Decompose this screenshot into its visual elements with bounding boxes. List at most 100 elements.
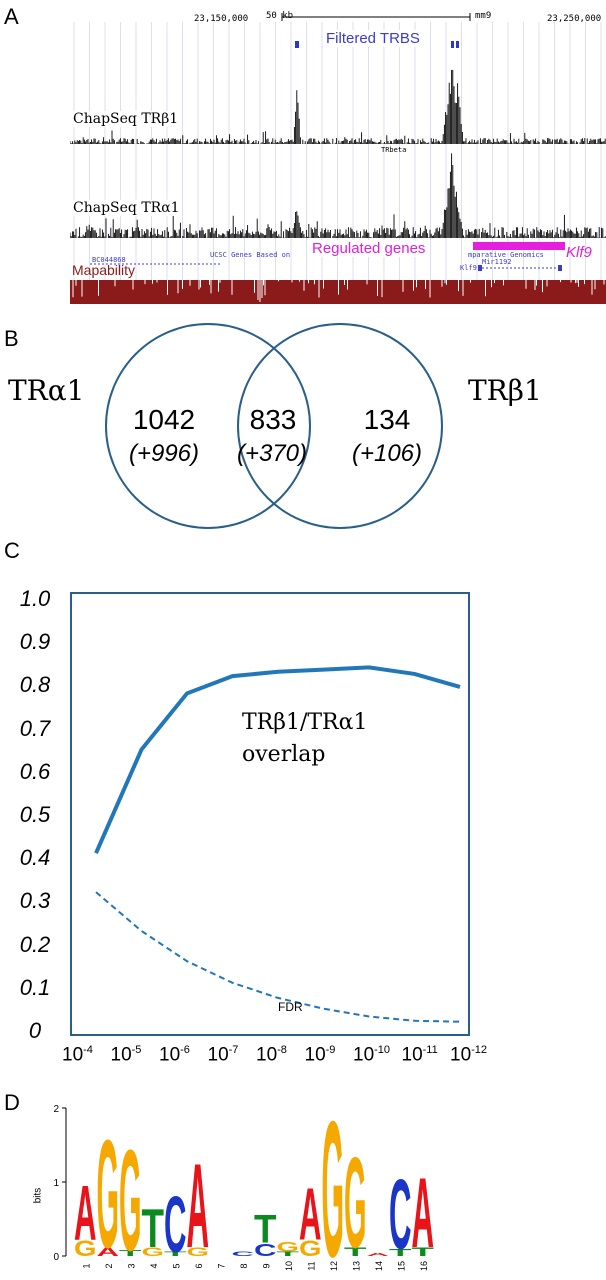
logo-letter-a: A: [367, 1252, 390, 1257]
logo-letter-t: T: [412, 1245, 435, 1258]
logo-letter-t: T: [344, 1245, 367, 1258]
logo-letter-t: T: [119, 1249, 142, 1258]
x-tick-label: 10-7: [207, 1044, 239, 1066]
venn-extra-trb1-only: (+106): [351, 440, 423, 467]
logo-position-label: 6: [194, 1263, 204, 1268]
logo-y-tick: 1: [53, 1178, 59, 1189]
logo-position-label: 16: [419, 1261, 429, 1271]
y-tick-label: 0.9: [19, 629, 51, 655]
venn-circle-tra1: [105, 323, 311, 529]
chapseq-tra1-signal: [69, 153, 606, 238]
overlap-annotation-line1: TRβ1/TRα1: [242, 710, 368, 735]
logo-y-tick: 0: [53, 1252, 59, 1263]
logo-letter-a: A: [187, 1140, 210, 1274]
panel-label-b: B: [4, 326, 19, 351]
logo-letter-a: A: [74, 1170, 97, 1257]
assembly-label: mm9: [475, 11, 492, 21]
y-tick-label: 0.5: [19, 802, 51, 827]
logo-position-label: 2: [104, 1263, 114, 1268]
y-tick-label: 0.8: [19, 672, 51, 698]
filtered-trbs-mark-1: [295, 41, 299, 48]
panel-label-d: D: [4, 1090, 20, 1115]
logo-letter-t: T: [389, 1247, 413, 1258]
comparative-genomics-label: mparative Genomics: [468, 251, 544, 259]
logo-letter-a: A: [97, 1245, 120, 1258]
logo-position-label: 13: [351, 1261, 361, 1271]
logo-letter-c: C: [232, 1251, 255, 1258]
venn-diagram: [105, 323, 443, 529]
logo-letter-g: G: [119, 1120, 142, 1278]
genome-browser-panel: 23,150,000 23,250,000 50 kb mm9 Filtered…: [69, 8, 606, 304]
y-tick-label: 0: [28, 1018, 42, 1043]
venn-count-trb1-only: 134: [363, 404, 411, 435]
logo-letter-t: T: [254, 1207, 277, 1252]
logo-letter-g: G: [74, 1236, 97, 1261]
mir1192-label: Mir1192: [482, 258, 512, 266]
regulated-gene-bar: [473, 242, 565, 250]
logo-position-label: 4: [149, 1263, 159, 1268]
track2-label: ChapSeq TRα1: [73, 200, 180, 216]
y-tick-label: 0.1: [19, 974, 51, 1000]
y-tick-label: 0.4: [19, 845, 51, 871]
logo-letter-c: C: [164, 1181, 187, 1270]
klf9-small-label: Klf9: [460, 264, 477, 272]
y-tick-label: 0.6: [19, 758, 51, 784]
x-tick-label: 10-12: [450, 1044, 488, 1066]
chapseq-trb1-signal: [69, 69, 606, 144]
overlap-annotation-line2: overlap: [242, 742, 326, 767]
logo-y-label: bits: [32, 1187, 44, 1204]
bc044868-label: BC044868: [92, 256, 126, 264]
logo-position-label: 3: [126, 1263, 136, 1268]
venn-circle-trb1: [237, 323, 443, 529]
logo-position-label: 5: [171, 1263, 181, 1268]
logo-letter-g: G: [322, 1092, 345, 1278]
filtered-trbs-mark-2: [451, 41, 454, 48]
logo-letter-c: C: [254, 1241, 277, 1261]
venn-count-overlap: 833: [249, 404, 297, 435]
x-tick-label: 10-11: [401, 1044, 438, 1066]
logo-position-label: 7: [216, 1263, 226, 1268]
filtered-trbs-label: Filtered TRBS: [324, 30, 422, 47]
coord-left: 23,150,000: [194, 14, 249, 24]
x-tick-label: 10-5: [110, 1044, 142, 1066]
panel-label-c: C: [4, 538, 20, 563]
venn-count-tra1-only: 1042: [132, 404, 196, 435]
logo-letter-t: T: [277, 1251, 300, 1258]
x-tick-label: 10-10: [353, 1044, 391, 1066]
logo-letter-c: C: [389, 1160, 412, 1270]
y-tick-label: 0.3: [19, 888, 51, 914]
logo-letter-a: A: [412, 1159, 435, 1269]
logo-letter-g: G: [187, 1245, 210, 1258]
logo-position-label: 9: [261, 1263, 271, 1268]
logo-y-tick: 2: [53, 1104, 59, 1115]
x-tick-label: 10-6: [159, 1044, 190, 1066]
genome-browser-tracks: [69, 13, 606, 304]
regulated-genes-label: Regulated genes: [310, 240, 428, 257]
venn-extra-overlap: (+370): [236, 440, 308, 467]
y-tick-label: 0.2: [19, 931, 51, 957]
venn-label-trb1: TRβ1: [468, 374, 542, 407]
x-tick-label: 10-8: [256, 1044, 287, 1066]
filtered-trbs-mark-3: [456, 41, 459, 48]
trbeta-label: TRbeta: [381, 146, 407, 154]
logo-position-label: 11: [306, 1261, 316, 1270]
logo-position-label: 10: [284, 1261, 294, 1271]
logo-position-label: 15: [396, 1261, 406, 1271]
logo-letter-g: G: [277, 1239, 300, 1255]
logo-letter-g: G: [142, 1245, 165, 1258]
y-tick-label: 1.0: [19, 586, 51, 611]
venn-label-tra1: TRα1: [8, 374, 85, 407]
mapability-track: [70, 280, 606, 304]
scale-label: 50 kb: [266, 11, 294, 21]
logo-letter-g: G: [97, 1109, 120, 1278]
logo-position-label: 12: [329, 1261, 339, 1271]
x-tick-label: 10-4: [62, 1044, 93, 1066]
logo-position-label: 14: [374, 1261, 384, 1271]
logo-letter-g: G: [299, 1236, 322, 1261]
logo-position-label: 8: [239, 1263, 249, 1268]
logo-letter-g: G: [344, 1130, 367, 1275]
logo-position-label: 1: [81, 1263, 91, 1268]
klf9-gene-label: Klf9: [566, 244, 592, 261]
ucsc-genes-label: UCSC Genes Based on: [210, 251, 291, 259]
